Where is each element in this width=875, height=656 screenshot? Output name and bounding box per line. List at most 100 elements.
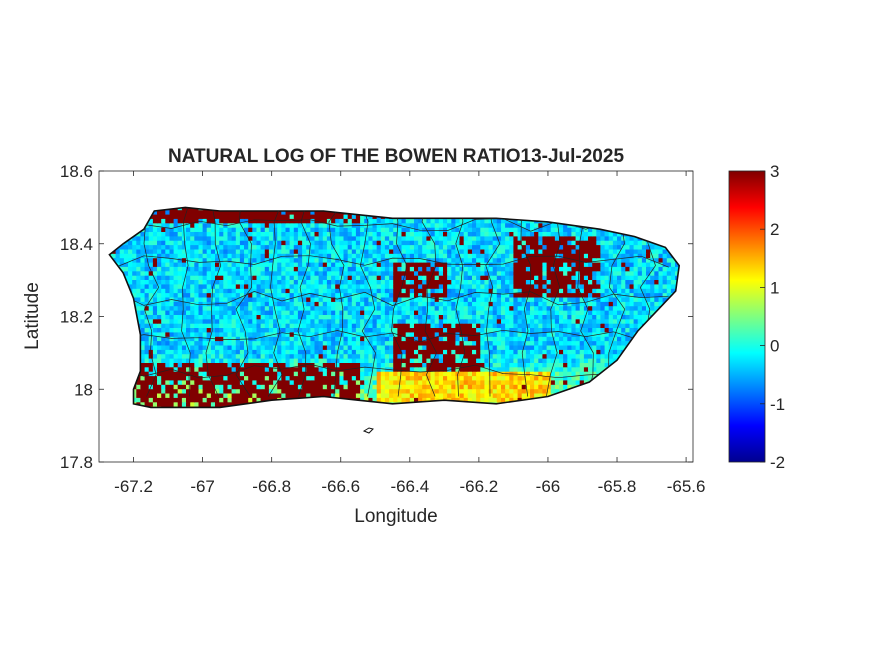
heatmap-cell [264, 375, 270, 381]
heatmap-cell [608, 283, 614, 289]
heatmap-cell [517, 266, 523, 272]
heatmap-cell [596, 362, 601, 368]
heatmap-cell [289, 344, 295, 350]
heatmap-cell [372, 288, 378, 294]
heatmap-cell [256, 362, 262, 368]
heatmap-cell [389, 266, 394, 272]
heatmap-cell [600, 336, 606, 342]
heatmap-cell [571, 323, 577, 328]
heatmap-cell [463, 349, 469, 355]
heatmap-cell [521, 283, 527, 289]
heatmap-cell [239, 392, 245, 398]
heatmap-cell [161, 344, 166, 350]
heatmap-cell [136, 266, 141, 272]
heatmap-cell [235, 296, 241, 302]
heatmap-cell [322, 305, 328, 311]
heatmap-cell [538, 327, 543, 333]
heatmap-cell [202, 353, 208, 359]
heatmap-cell [169, 388, 175, 394]
heatmap-cell [360, 318, 365, 324]
heatmap-cell [384, 261, 390, 267]
heatmap-cell [239, 344, 245, 350]
heatmap-cell [140, 288, 146, 294]
heatmap-cell [571, 353, 577, 359]
heatmap-cell [393, 388, 398, 394]
heatmap-cell [256, 292, 262, 298]
heatmap-cell [318, 310, 324, 315]
heatmap-cell [368, 384, 374, 390]
heatmap-cell [492, 327, 498, 333]
heatmap-cell [231, 314, 237, 320]
heatmap-cell [252, 344, 257, 350]
heatmap-cell [322, 392, 328, 398]
heatmap-cell [476, 336, 481, 342]
heatmap-cell [273, 283, 278, 289]
heatmap-cell [343, 349, 349, 355]
heatmap-cell [231, 344, 237, 350]
heatmap-cell [559, 379, 564, 385]
heatmap-cell [277, 379, 282, 385]
heatmap-cell [633, 283, 639, 289]
heatmap-cell [513, 305, 519, 311]
heatmap-cell [600, 301, 606, 307]
heatmap-cell [372, 310, 378, 315]
heatmap-cell [144, 336, 150, 342]
heatmap-cell [397, 288, 403, 294]
heatmap-cell [563, 371, 568, 377]
heatmap-cell [525, 266, 531, 272]
heatmap-cell [293, 384, 299, 390]
heatmap-cell [662, 279, 668, 285]
heatmap-cell [418, 366, 423, 372]
heatmap-cell [239, 336, 245, 342]
heatmap-cell [322, 384, 328, 390]
heatmap-cell [380, 353, 386, 359]
heatmap-cell [571, 314, 577, 320]
heatmap-cell [293, 296, 299, 302]
heatmap-cell [521, 305, 527, 311]
heatmap-cell [600, 270, 606, 276]
heatmap-cell [654, 301, 659, 307]
heatmap-cell [210, 279, 216, 285]
heatmap-cell [206, 349, 212, 355]
heatmap-cell [165, 375, 170, 381]
heatmap-cell [484, 397, 490, 403]
heatmap-cell [583, 275, 589, 280]
heatmap-cell [268, 266, 274, 272]
heatmap-cell [302, 327, 307, 333]
heatmap-cell [161, 397, 166, 403]
heatmap-cell [335, 344, 340, 350]
heatmap-cell [534, 349, 539, 355]
heatmap-cell [480, 371, 485, 377]
heatmap-cell [165, 392, 170, 398]
heatmap-cell [534, 323, 539, 328]
heatmap-cell [559, 266, 564, 272]
heatmap-cell [223, 266, 228, 272]
heatmap-cell [364, 349, 369, 355]
heatmap-cell [368, 344, 374, 350]
heatmap-cell [583, 371, 589, 377]
heatmap-cell [268, 310, 274, 315]
heatmap-cell [596, 358, 601, 363]
heatmap-cell [422, 296, 427, 302]
heatmap-cell [583, 283, 589, 289]
heatmap-cell [289, 358, 295, 363]
heatmap-cell [339, 336, 345, 342]
heatmap-cell [273, 261, 278, 267]
heatmap-cell [289, 275, 295, 280]
heatmap-cell [173, 301, 179, 307]
heatmap-cell [347, 283, 353, 289]
heatmap-cell [455, 349, 461, 355]
heatmap-cell [206, 353, 212, 359]
heatmap-cell [463, 379, 469, 385]
heatmap-cell [434, 388, 440, 394]
heatmap-cell [405, 275, 411, 280]
heatmap-cell [285, 288, 291, 294]
heatmap-cell [563, 340, 568, 346]
heatmap-cell [202, 296, 208, 302]
heatmap-cell [380, 384, 386, 390]
heatmap-cell [310, 318, 316, 324]
heatmap-cell [612, 266, 618, 272]
heatmap-cell [380, 323, 386, 328]
heatmap-cell [600, 305, 606, 311]
heatmap-cell [409, 327, 415, 333]
